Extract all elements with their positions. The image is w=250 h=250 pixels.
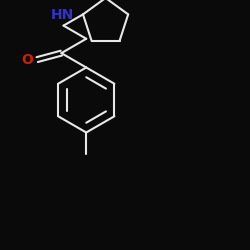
- Text: O: O: [21, 52, 33, 66]
- Text: HN: HN: [51, 8, 74, 22]
